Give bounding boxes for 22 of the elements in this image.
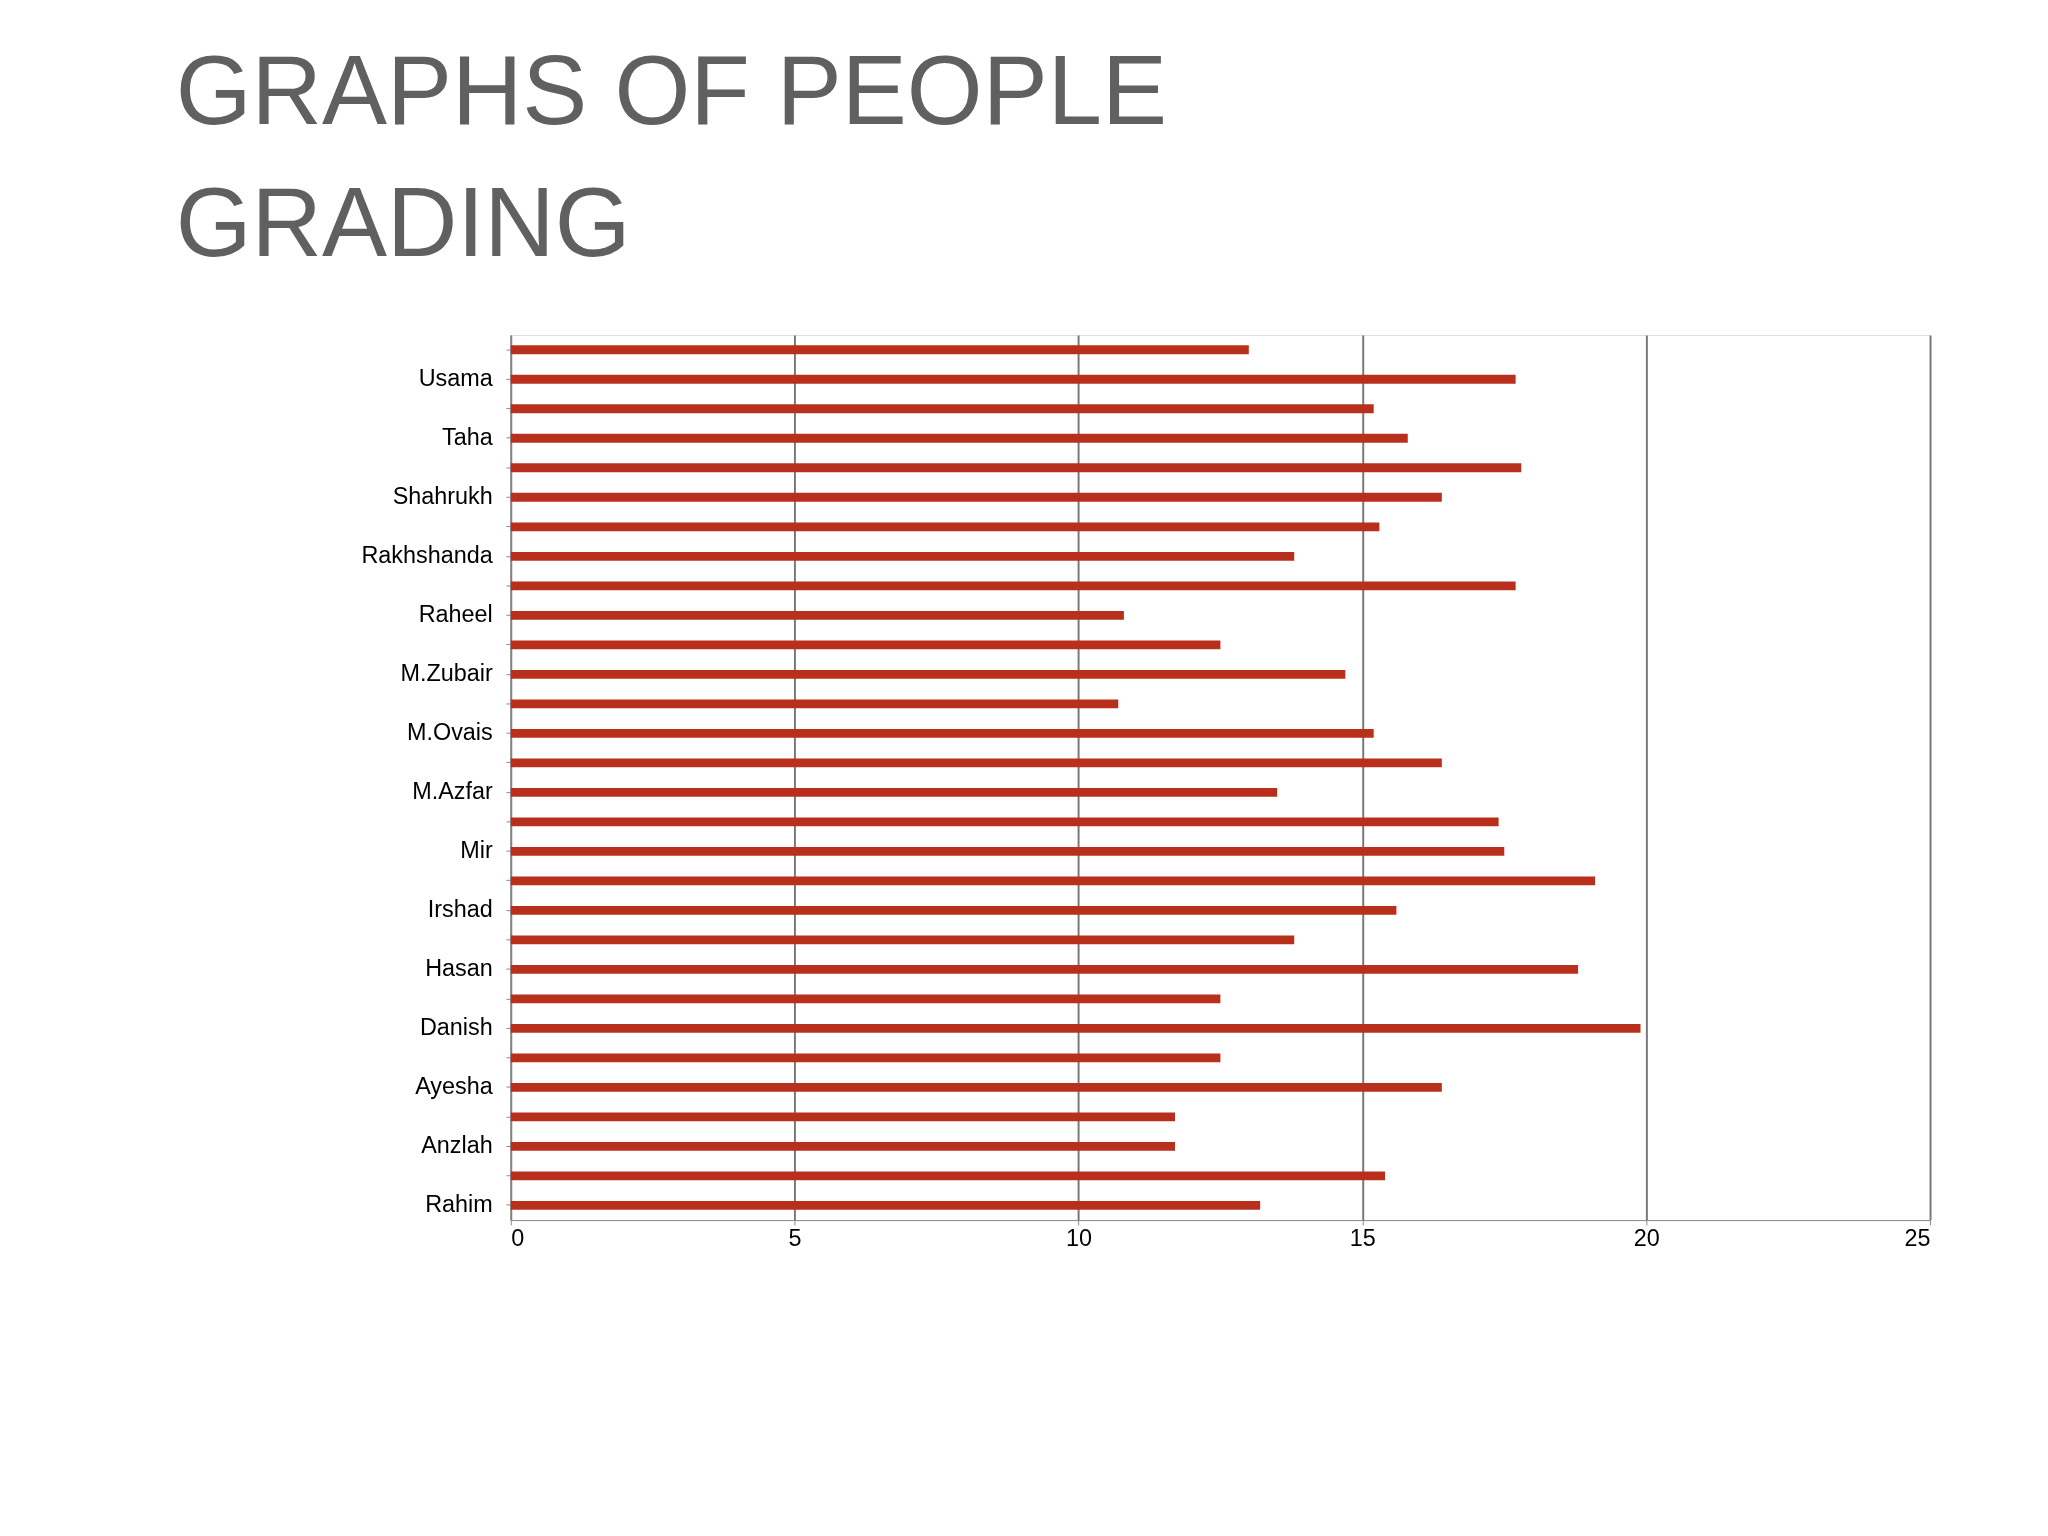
x-tick-label: 15 [1349,1224,1376,1251]
y-tick-label: Usama [418,365,493,392]
y-tick-label: Irshad [427,896,493,923]
y-tick-label: Ayesha [415,1073,493,1100]
y-tick-label: M.Azfar [412,778,493,805]
y-tick-label: Anzlah [421,1132,493,1159]
y-tick-label: Rahim [425,1191,493,1218]
y-tick-label: Shahrukh [392,483,493,510]
x-tick-label: 10 [1065,1224,1092,1251]
x-tick-label: 0 [511,1224,525,1251]
y-tick-label: M.Zubair [400,660,493,687]
x-tick-label: 20 [1633,1224,1660,1251]
y-tick-label: Rakhshanda [361,542,493,569]
y-tick-label: M.Ovais [407,719,493,746]
y-tick-label: Taha [442,424,493,451]
x-tick-label: 5 [788,1224,802,1251]
x-tick-label: 25 [1904,1224,1931,1251]
chart-title: GRAPHS OF PEOPLE GRADING [175,36,1167,278]
y-tick-label: Hasan [425,955,493,982]
y-tick-label: Raheel [418,601,493,628]
y-tick-label: Mir [460,837,493,864]
y-tick-label: Danish [419,1014,493,1041]
